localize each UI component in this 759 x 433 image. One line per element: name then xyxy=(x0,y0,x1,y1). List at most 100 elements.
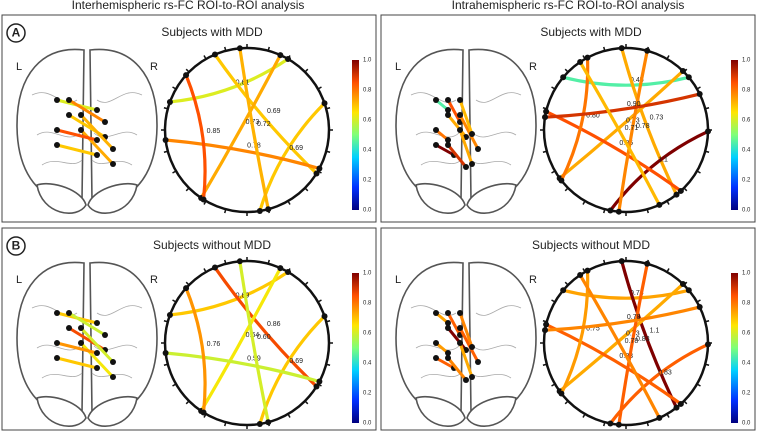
connection-value: 1.1 xyxy=(658,157,668,164)
brain-node xyxy=(475,359,481,365)
brain-connection xyxy=(446,99,462,123)
connection-arc xyxy=(199,54,282,199)
brain-node xyxy=(469,161,475,167)
ring-tick xyxy=(304,281,309,286)
ring-tick xyxy=(326,320,331,323)
brain-node xyxy=(66,97,72,103)
connection-arc xyxy=(238,261,270,423)
connection-value: 0.61 xyxy=(236,80,250,87)
brain-node xyxy=(445,355,451,361)
connection-value: 0.83 xyxy=(636,336,650,343)
ring-tick xyxy=(317,299,322,303)
roi-node xyxy=(584,267,591,274)
panel-border xyxy=(380,227,756,431)
brain-node xyxy=(445,107,451,113)
connection-arc xyxy=(620,47,678,196)
brain-node xyxy=(110,374,116,380)
roi-node xyxy=(560,287,567,294)
hemisphere-left: L xyxy=(395,61,401,73)
roi-node xyxy=(558,390,565,397)
hemisphere-right: R xyxy=(150,61,158,73)
roi-node xyxy=(679,281,686,288)
ring-tick xyxy=(603,259,606,264)
ring-tick xyxy=(705,150,710,153)
roi-node xyxy=(211,51,218,58)
connection-arc xyxy=(578,61,661,206)
colorbar-tick-label: 0.6 xyxy=(363,118,372,124)
connection-arc xyxy=(558,69,685,180)
ring-tick xyxy=(646,422,649,427)
ring-tick xyxy=(551,383,556,387)
ring-tick xyxy=(696,383,701,387)
ring-tick xyxy=(542,363,547,366)
connectome-ring xyxy=(163,259,331,427)
ring-tick xyxy=(603,422,606,427)
colorbar-tick-label: 0.6 xyxy=(363,331,372,337)
roi-node xyxy=(265,206,272,213)
ring-tick xyxy=(203,268,207,273)
connection-arc xyxy=(544,305,701,332)
connection-arc xyxy=(213,266,318,388)
connection-arc xyxy=(165,351,320,384)
roi-node xyxy=(560,74,567,81)
roi-node xyxy=(644,47,651,54)
roi-node xyxy=(313,383,320,390)
roi-node xyxy=(577,272,584,279)
brain-node xyxy=(94,137,100,143)
colorbar-tick-label: 0.2 xyxy=(742,178,751,184)
brain-node xyxy=(475,146,481,152)
roi-node xyxy=(615,421,622,428)
colorbar-tick-label: 0.0 xyxy=(742,208,751,214)
brain-node xyxy=(445,310,451,316)
brain-node xyxy=(78,127,84,133)
brain-node xyxy=(66,325,72,331)
roi-node xyxy=(183,72,190,79)
ring-tick xyxy=(564,400,569,405)
brain-node xyxy=(110,161,116,167)
brain-node xyxy=(54,142,60,148)
roi-node xyxy=(316,378,323,385)
brain-node xyxy=(78,340,84,346)
colorbar xyxy=(731,60,738,210)
connection-value: 0.78 xyxy=(636,123,650,130)
roi-node xyxy=(200,409,207,416)
ring-tick xyxy=(705,320,710,323)
brain xyxy=(395,261,537,427)
brain-node xyxy=(54,127,60,133)
ring-tick xyxy=(185,187,190,192)
roi-node xyxy=(542,327,549,334)
roi-node xyxy=(607,420,614,427)
brain-node xyxy=(433,310,439,316)
connection-arc xyxy=(545,323,682,406)
ring-tick xyxy=(185,281,190,286)
colorbar-tick-label: 1.0 xyxy=(363,58,372,64)
colorbar-tick-label: 0.4 xyxy=(363,148,372,154)
brain-node xyxy=(445,320,451,326)
column-header: Interhemispheric rs-FC ROI-to-ROI analys… xyxy=(72,0,305,12)
ring-tick xyxy=(163,107,168,110)
ring-tick xyxy=(666,413,670,418)
roi-node xyxy=(256,207,263,214)
panel-border xyxy=(1,227,377,431)
connection-arc xyxy=(238,48,270,210)
roi-node xyxy=(162,136,169,143)
brain xyxy=(16,261,158,427)
roi-node xyxy=(277,52,284,59)
hemisphere-left: L xyxy=(395,274,401,286)
panel-title: Subjects without MDD xyxy=(532,238,650,252)
connection-value: 0.59 xyxy=(247,355,261,362)
ring-tick xyxy=(542,150,547,153)
panel-border xyxy=(1,14,377,223)
roi-node xyxy=(677,187,684,194)
brain-node xyxy=(54,97,60,103)
roi-node xyxy=(584,54,591,61)
roi-node xyxy=(677,400,684,407)
brain-node xyxy=(469,344,475,350)
ring-tick xyxy=(551,86,556,90)
brain-connection xyxy=(56,143,98,157)
brain-connection xyxy=(446,312,462,336)
connection-value: 0.78 xyxy=(627,314,641,321)
brain-node xyxy=(457,310,463,316)
connection-value: 0.86 xyxy=(267,321,281,328)
colorbar xyxy=(352,60,359,210)
